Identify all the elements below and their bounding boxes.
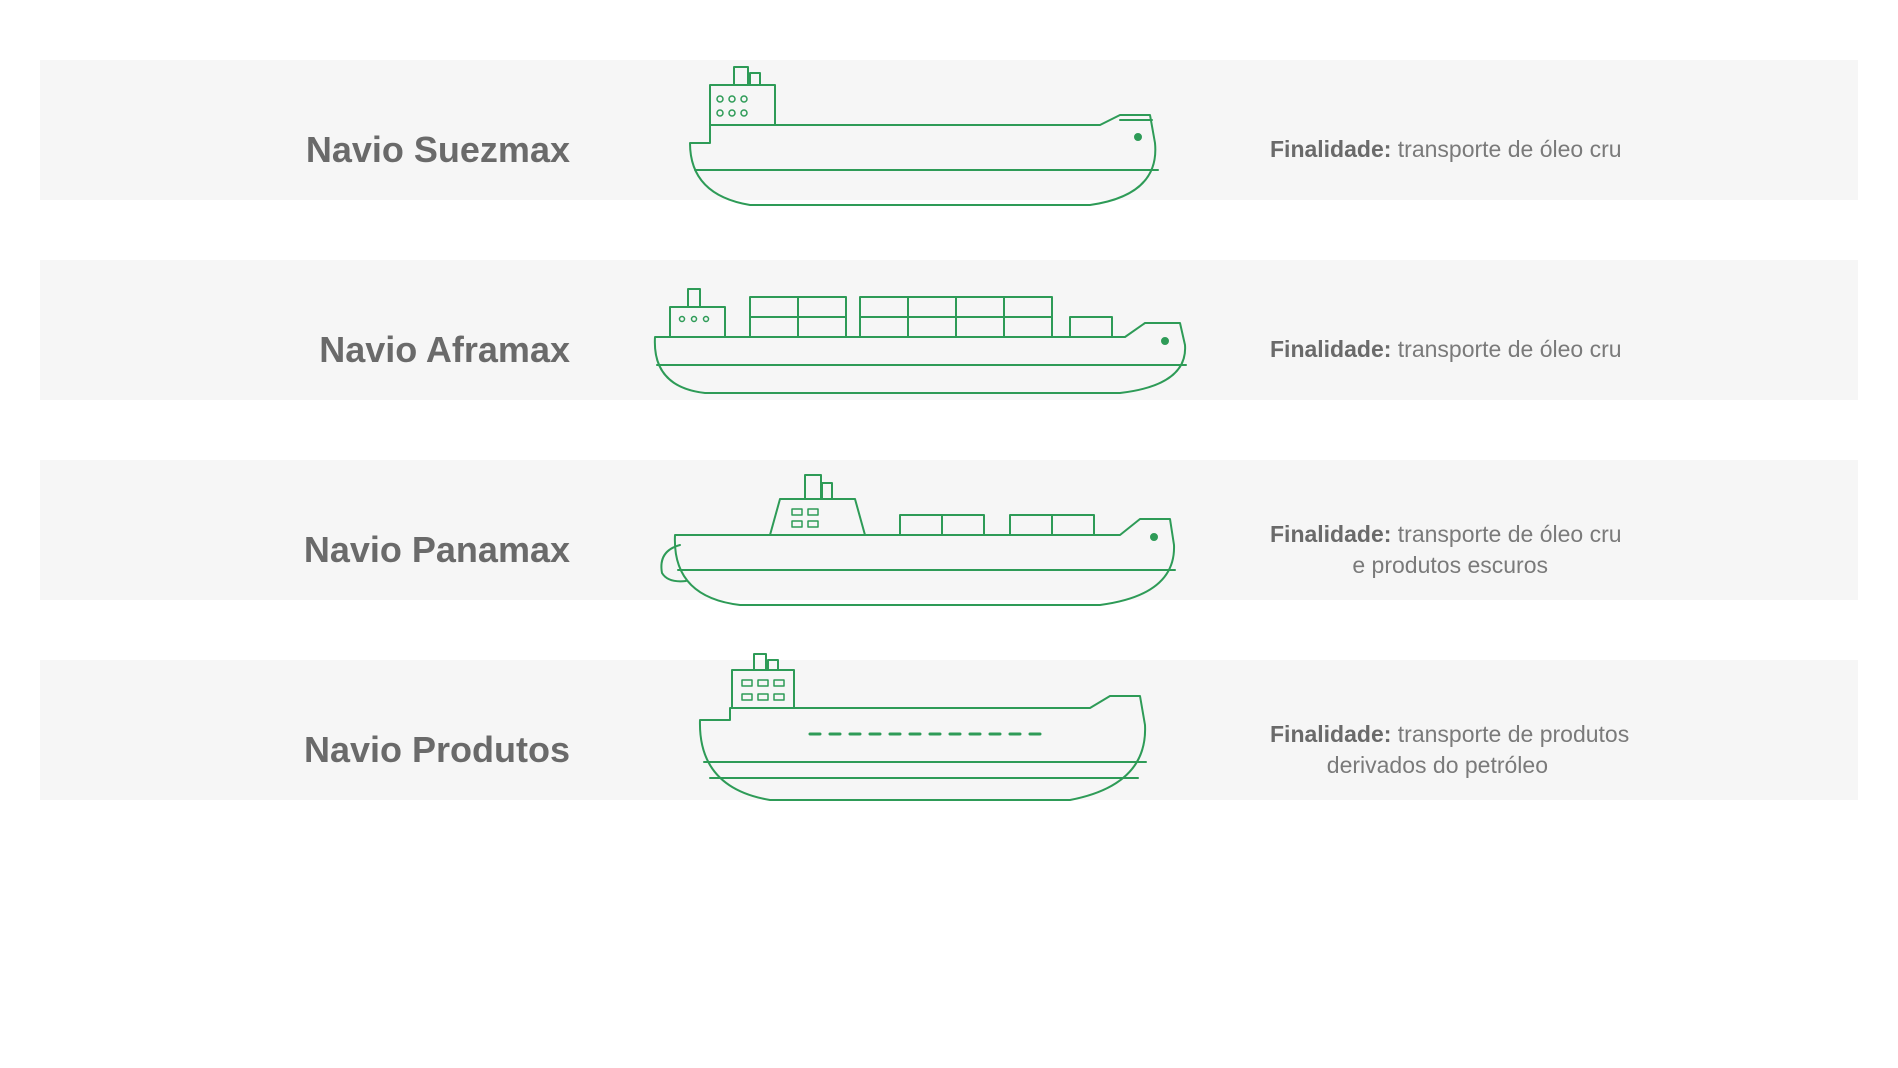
- ship-title-suezmax: Navio Suezmax: [70, 129, 610, 171]
- purpose-label: Finalidade:: [1270, 721, 1391, 747]
- purpose-label: Finalidade:: [1270, 336, 1391, 362]
- purpose-sub: derivados do petróleo: [1270, 750, 1828, 781]
- ship-illustration-panamax: [610, 460, 1230, 640]
- purpose-text: transporte de óleo cru: [1391, 336, 1621, 362]
- ship-row-panamax: Navio Panamax: [40, 460, 1858, 600]
- ship-row-aframax: Navio Aframax: [40, 260, 1858, 400]
- ship-title-aframax: Navio Aframax: [70, 329, 610, 371]
- purpose-label: Finalidade:: [1270, 136, 1391, 162]
- ship-purpose-aframax: Finalidade: transporte de óleo cru: [1230, 334, 1828, 365]
- ship-purpose-suezmax: Finalidade: transporte de óleo cru: [1230, 134, 1828, 165]
- ship-row-suezmax: Navio Suezmax: [40, 60, 1858, 200]
- ship-purpose-panamax: Finalidade: transporte de óleo cru e pro…: [1230, 519, 1828, 581]
- ship-title-produtos: Navio Produtos: [70, 729, 610, 771]
- ship-row-produtos: Navio Produtos: [40, 660, 1858, 800]
- purpose-text: transporte de óleo cru: [1391, 136, 1621, 162]
- ship-illustration-suezmax: [610, 60, 1230, 240]
- ship-illustration-aframax: [610, 260, 1230, 440]
- ship-title-panamax: Navio Panamax: [70, 529, 610, 571]
- purpose-sub: e produtos escuros: [1270, 550, 1828, 581]
- ship-illustration-produtos: [610, 660, 1230, 840]
- purpose-text: transporte de óleo cru: [1391, 521, 1621, 547]
- ship-infographic: Navio Suezmax: [40, 60, 1858, 800]
- purpose-text: transporte de produtos: [1391, 721, 1629, 747]
- purpose-label: Finalidade:: [1270, 521, 1391, 547]
- ship-purpose-produtos: Finalidade: transporte de produtos deriv…: [1230, 719, 1828, 781]
